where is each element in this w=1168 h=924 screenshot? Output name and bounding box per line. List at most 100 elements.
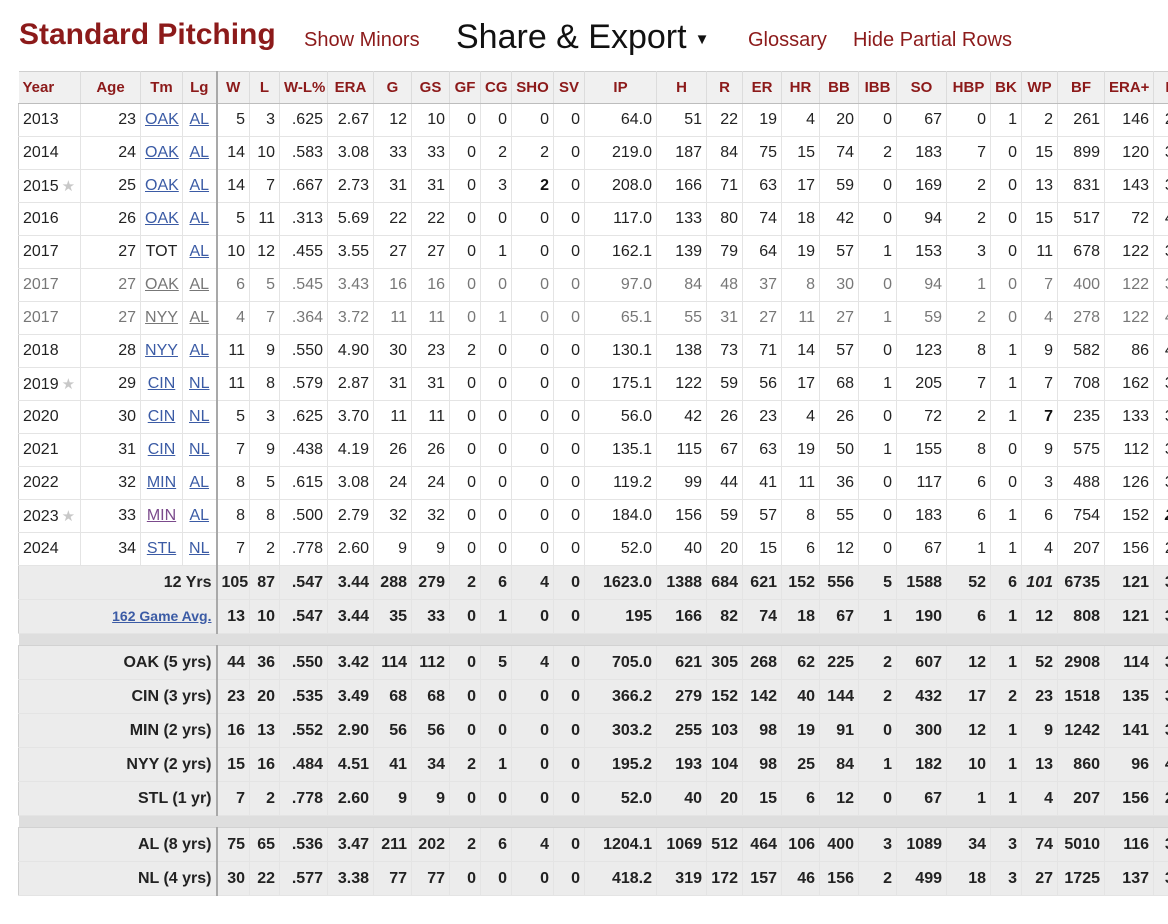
- column-header-fip[interactable]: FIP: [1153, 71, 1168, 104]
- league-link[interactable]: NL: [189, 540, 210, 557]
- summary-label-cell: OAK (5 yrs): [18, 645, 218, 680]
- column-header-age[interactable]: Age: [80, 71, 141, 104]
- league-link[interactable]: AL: [189, 177, 210, 194]
- league-link[interactable]: NL: [189, 441, 210, 458]
- stat-cell: 122: [1104, 235, 1154, 269]
- team-link[interactable]: MIN: [146, 474, 177, 491]
- column-header-er[interactable]: ER: [742, 71, 782, 104]
- stat-cell: 4: [216, 301, 250, 335]
- age-cell: 27: [80, 235, 141, 269]
- team-link[interactable]: CIN: [147, 375, 176, 392]
- column-header-w[interactable]: W: [216, 71, 250, 104]
- team-link[interactable]: CIN: [147, 441, 176, 458]
- stat-cell: 0: [990, 301, 1022, 335]
- stat-cell: 5: [249, 268, 280, 302]
- column-header-tm[interactable]: Tm: [140, 71, 183, 104]
- column-header-r[interactable]: R: [706, 71, 743, 104]
- team-link[interactable]: OAK: [145, 210, 179, 227]
- stat-cell: 27: [1021, 861, 1058, 896]
- stat-cell: 84: [656, 268, 707, 302]
- league-cell: NL: [182, 367, 218, 401]
- column-header-sho[interactable]: SHO: [511, 71, 554, 104]
- league-link[interactable]: AL: [189, 309, 210, 326]
- stat-cell: 0: [511, 499, 554, 533]
- column-header-so[interactable]: SO: [896, 71, 947, 104]
- stat-cell: 20: [249, 679, 280, 714]
- stat-cell: 684: [706, 565, 743, 600]
- column-header-g[interactable]: G: [373, 71, 412, 104]
- team-link[interactable]: CIN: [147, 408, 176, 425]
- league-link[interactable]: AL: [189, 111, 210, 128]
- column-header-gs[interactable]: GS: [411, 71, 450, 104]
- stat-cell: 30: [819, 268, 859, 302]
- hide-partial-rows-link[interactable]: Hide Partial Rows: [853, 29, 1012, 51]
- league-link[interactable]: AL: [189, 474, 210, 491]
- stat-cell: 94: [896, 202, 947, 236]
- stat-cell: 12: [946, 645, 991, 680]
- team-link[interactable]: OAK: [145, 276, 179, 293]
- team-link[interactable]: OAK: [145, 177, 179, 194]
- team-link[interactable]: NYY: [145, 309, 178, 326]
- team-link[interactable]: OAK: [145, 144, 179, 161]
- column-header-lg[interactable]: Lg: [182, 71, 218, 104]
- stat-cell: 235: [1057, 400, 1105, 434]
- stat-cell: 115: [656, 433, 707, 467]
- stat-cell: 117: [896, 466, 947, 500]
- stat-cell: 152: [706, 679, 743, 714]
- stat-cell: 123: [896, 334, 947, 368]
- team-link[interactable]: NYY: [145, 342, 178, 359]
- stat-cell: 7: [216, 433, 250, 467]
- stat-cell: 9: [1021, 433, 1058, 467]
- age-cell: 30: [80, 400, 141, 434]
- game-avg-link[interactable]: 162 Game Avg.: [112, 607, 212, 624]
- league-link[interactable]: NL: [189, 375, 210, 392]
- stat-cell: 68: [373, 679, 412, 714]
- team-link[interactable]: OAK: [145, 111, 179, 128]
- column-header-sv[interactable]: SV: [553, 71, 585, 104]
- column-header-eraplus[interactable]: ERA+: [1104, 71, 1154, 104]
- column-header-year[interactable]: Year: [18, 71, 81, 104]
- year-cell: 2016: [18, 202, 81, 236]
- stat-cell: 82: [706, 599, 743, 634]
- column-header-ibb[interactable]: IBB: [858, 71, 897, 104]
- team-link[interactable]: MIN: [146, 507, 177, 524]
- team-link[interactable]: STL: [146, 540, 177, 557]
- glossary-link[interactable]: Glossary: [748, 29, 827, 51]
- column-header-l[interactable]: L: [249, 71, 280, 104]
- league-link[interactable]: AL: [189, 276, 210, 293]
- stat-cell: 2.70: [1153, 103, 1168, 137]
- stat-cell: 13: [216, 599, 250, 634]
- stat-cell: 15: [781, 136, 820, 170]
- stat-cell: 195.2: [584, 747, 657, 782]
- stat-cell: 1204.1: [584, 827, 657, 862]
- stat-cell: 10: [216, 235, 250, 269]
- league-cell: AL: [182, 334, 218, 368]
- column-header-h[interactable]: H: [656, 71, 707, 104]
- column-header-hr[interactable]: HR: [781, 71, 820, 104]
- stat-cell: 0: [449, 169, 481, 203]
- league-link[interactable]: AL: [189, 210, 210, 227]
- team-cell: OAK: [140, 268, 183, 302]
- column-header-bb[interactable]: BB: [819, 71, 859, 104]
- column-header-bk[interactable]: BK: [990, 71, 1022, 104]
- column-header-w-l[interactable]: W-L%: [279, 71, 328, 104]
- column-header-bf[interactable]: BF: [1057, 71, 1105, 104]
- stat-cell: 1069: [656, 827, 707, 862]
- stat-cell: 2: [449, 334, 481, 368]
- share-export-menu[interactable]: Share & Export ▼: [456, 18, 709, 57]
- column-header-cg[interactable]: CG: [480, 71, 512, 104]
- league-link[interactable]: AL: [189, 507, 210, 524]
- show-minors-link[interactable]: Show Minors: [304, 29, 420, 51]
- column-header-ip[interactable]: IP: [584, 71, 657, 104]
- league-link[interactable]: AL: [189, 342, 210, 359]
- stat-cell: 400: [819, 827, 859, 862]
- pitching-table-container[interactable]: Year Age Tm Lg W L W-L% ERA G GS GF CG SHO SV IP H R ER HR…: [18, 71, 1168, 924]
- column-header-era[interactable]: ERA: [327, 71, 374, 104]
- column-header-hbp[interactable]: HBP: [946, 71, 991, 104]
- column-header-wp[interactable]: WP: [1021, 71, 1058, 104]
- league-link[interactable]: NL: [189, 408, 210, 425]
- league-link[interactable]: AL: [189, 144, 210, 161]
- stat-cell: 5: [858, 565, 897, 600]
- league-link[interactable]: AL: [189, 243, 210, 260]
- column-header-gf[interactable]: GF: [449, 71, 481, 104]
